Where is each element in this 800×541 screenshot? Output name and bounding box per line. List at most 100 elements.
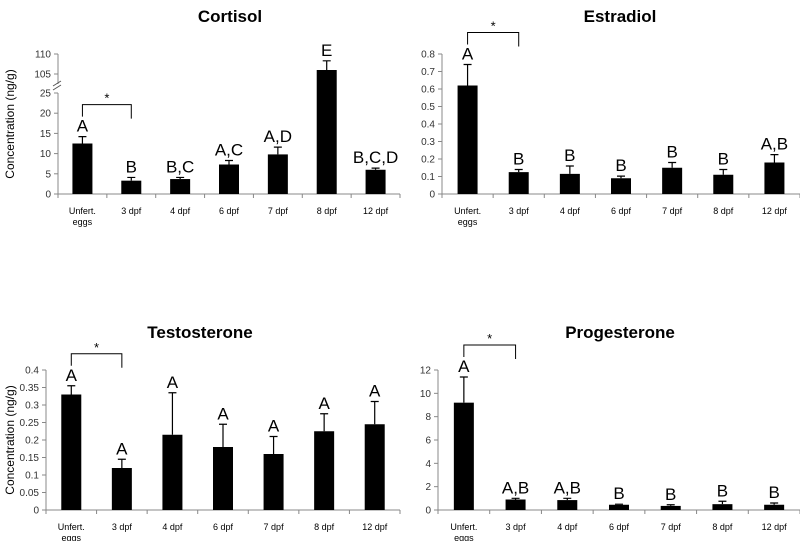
y-tick-label: 0.25 (20, 418, 40, 429)
y-tick-label: 0.8 (421, 50, 435, 61)
bar (213, 447, 233, 510)
significance-letter: B,C (166, 157, 194, 176)
y-tick-label: 0.05 (20, 488, 40, 499)
y-tick-label: 0 (429, 190, 435, 201)
significance-letter: B (768, 483, 779, 502)
bar (365, 169, 386, 194)
bar (557, 500, 578, 510)
y-tick-label: 0.35 (20, 383, 40, 394)
y-tick-label: 5 (45, 169, 51, 180)
x-tick-label: 8 dpf (317, 206, 338, 216)
axis-break-mark (52, 80, 62, 91)
error-bar (269, 435, 278, 454)
x-tick-label: Unfert. (58, 522, 85, 532)
error-bar (770, 154, 779, 163)
y-tick-label: 10 (40, 149, 52, 160)
chart-title: Estradiol (584, 7, 657, 26)
y-tick-label: 2 (425, 482, 431, 493)
error-bar (127, 176, 136, 181)
x-tick-label: 4 dpf (162, 522, 183, 532)
significance-letter: B (513, 150, 524, 169)
bar (316, 70, 337, 194)
y-tick-label: 0.2 (421, 155, 435, 166)
x-tick-label: 3 dpf (121, 206, 142, 216)
significance-letter: B (717, 481, 728, 500)
significance-letter: A,B (761, 135, 788, 154)
y-tick-label: 0.1 (421, 172, 435, 183)
bar (505, 499, 526, 510)
bar (764, 504, 785, 510)
y-tick-label: 0.4 (421, 120, 435, 131)
significance-letter: B (615, 156, 626, 175)
error-bar (67, 385, 76, 395)
y-axis-label: Concentration (ng/g) (3, 69, 17, 178)
x-tick-label: Unfert. (450, 522, 477, 532)
error-bar (320, 413, 329, 432)
x-tick-label: Unfert. (69, 206, 96, 216)
bar (457, 85, 478, 194)
significance-letter: A (66, 366, 78, 385)
significance-letter: A (167, 373, 179, 392)
significance-letter: A (458, 357, 470, 376)
error-bar (719, 168, 728, 175)
x-tick-label: 8 dpf (713, 206, 734, 216)
x-tick-label: 12 dpf (363, 206, 389, 216)
x-tick-label: 6 dpf (219, 206, 240, 216)
error-bar (117, 458, 126, 468)
error-bar (78, 136, 87, 144)
x-tick-label: 3 dpf (112, 522, 133, 532)
chart-title: Progesterone (565, 323, 675, 342)
error-bar (617, 175, 625, 179)
x-tick-label: 3 dpf (506, 522, 527, 532)
error-bar (514, 168, 523, 173)
y-tick-label: 0 (33, 506, 39, 517)
significance-bracket (467, 32, 520, 47)
panel-testosterone: Testosterone Concentration (ng/g) 0 0.05 0.1… (3, 323, 401, 541)
error-bar (463, 63, 472, 86)
bar (508, 172, 529, 194)
y-tick-label: 0 (45, 190, 51, 201)
significance-letter: A (217, 404, 229, 423)
x-tick-label: 7 dpf (661, 522, 682, 532)
y-tick-label: 15 (40, 129, 52, 140)
error-bar (770, 502, 779, 505)
significance-letter: B (564, 146, 575, 165)
bar (267, 154, 288, 194)
bar (713, 174, 734, 194)
panel-cortisol: Cortisol Concentration (ng/g) 0 5 10 15 20 25 10… (3, 7, 401, 227)
bar (764, 162, 785, 194)
x-tick-label: eggs (454, 533, 474, 541)
significance-letter: A,D (264, 127, 292, 146)
bar (364, 424, 385, 510)
x-tick-label: eggs (62, 533, 82, 541)
y-tick-label: 105 (34, 70, 51, 81)
y-tick-label: 0.5 (421, 102, 435, 113)
error-bar (459, 376, 468, 403)
y-tick-label: 25 (40, 89, 52, 100)
significance-letter: B (665, 485, 676, 504)
x-tick-label: 12 dpf (762, 206, 788, 216)
significance-letter: B (666, 143, 677, 162)
x-tick-label: 3 dpf (509, 206, 530, 216)
y-tick-label: 0.2 (25, 436, 39, 447)
bar (72, 143, 93, 194)
error-bar (615, 503, 623, 505)
significance-letter: B (613, 484, 624, 503)
x-tick-label: 8 dpf (712, 522, 733, 532)
significance-star: * (487, 331, 492, 346)
x-tick-label: 4 dpf (170, 206, 191, 216)
significance-bracket (81, 104, 132, 119)
bar (559, 173, 580, 194)
error-bar (371, 167, 380, 170)
bar (453, 402, 474, 510)
x-tick-label: 7 dpf (662, 206, 683, 216)
chart-title: Testosterone (147, 323, 253, 342)
y-tick-label: 0.6 (421, 85, 435, 96)
y-tick-label: 0.3 (421, 137, 435, 148)
y-tick-label: 0.7 (421, 67, 435, 78)
significance-letter: A (268, 417, 280, 436)
chart-title: Cortisol (198, 7, 262, 26)
significance-letter: B,C,D (353, 148, 398, 167)
bar (712, 504, 733, 510)
